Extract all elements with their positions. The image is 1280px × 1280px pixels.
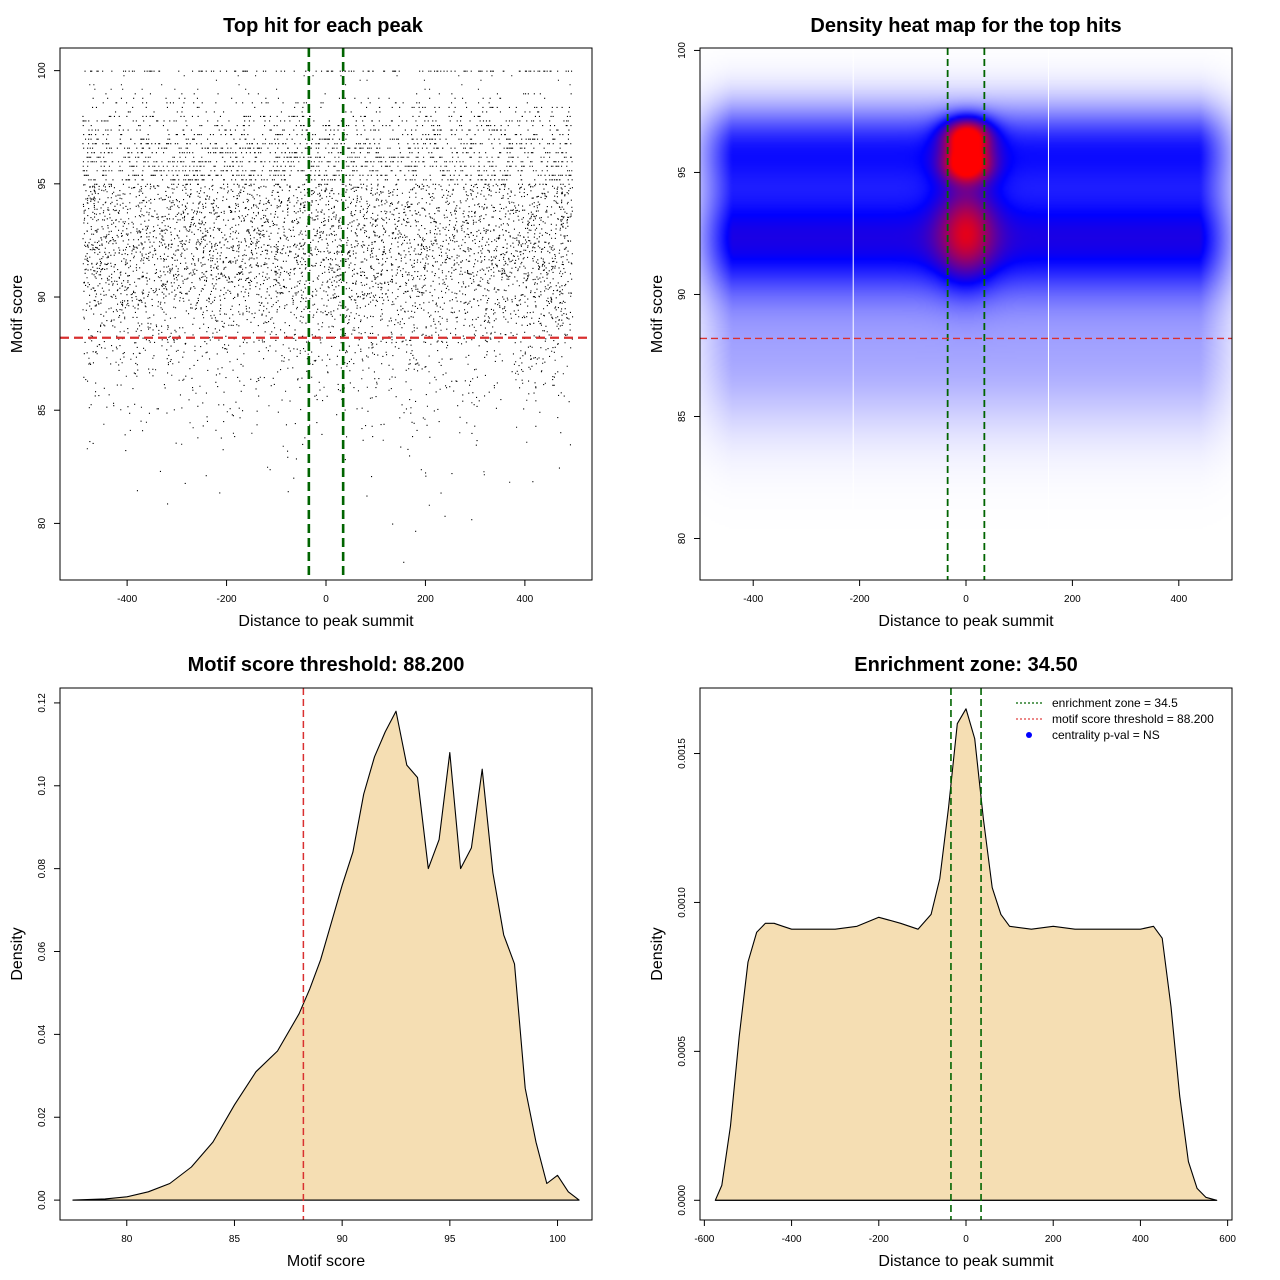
score-density-x-tick-label: 95 bbox=[444, 1234, 456, 1245]
score-density-x-tick-label: 85 bbox=[229, 1234, 241, 1245]
score-density-y-tick-label: 0.10 bbox=[37, 776, 48, 796]
score-density-panel: Motif score threshold: 88.200 80 85 90 95 10… bbox=[9, 654, 593, 1270]
score-density-y-tick-label: 0.04 bbox=[37, 1024, 48, 1044]
heatmap-x-label: Distance to peak summit bbox=[878, 613, 1054, 630]
distance-density-x-tick-label: -600 bbox=[694, 1234, 714, 1245]
distance-density-panel: Enrichment zone: 34.50 -600 -400 -200 0 200 4… bbox=[649, 654, 1236, 1270]
score-density-curve bbox=[72, 710, 580, 1201]
heatmap-y-tick-label: 85 bbox=[677, 410, 688, 422]
distance-density-y-tick-label: 0.0005 bbox=[677, 1036, 688, 1067]
scatter-x-tick-label: -200 bbox=[217, 594, 237, 605]
score-density-plot-frame bbox=[59, 687, 593, 1221]
heatmap-x-tick-label: 0 bbox=[963, 594, 969, 605]
heatmap-x-tick-label: 400 bbox=[1170, 594, 1187, 605]
score-density-x-tick-label: 80 bbox=[121, 1234, 133, 1245]
scatter-y-tick-label: 80 bbox=[37, 517, 48, 529]
legend: enrichment zone = 34.5 motif score thres… bbox=[1016, 696, 1214, 742]
score-density-curve-group bbox=[72, 688, 580, 1220]
scatter-panel: Top hit for each peak -400 -200 0 200 400 80 8… bbox=[9, 15, 593, 630]
heatmap-x-tick-label: -400 bbox=[743, 594, 763, 605]
scatter-x-tick-label: -400 bbox=[117, 594, 137, 605]
heatmap-title: Density heat map for the top hits bbox=[810, 15, 1121, 37]
scatter-y-tick-label: 90 bbox=[37, 291, 48, 303]
score-density-y-tick-label: 0.12 bbox=[37, 693, 48, 713]
score-density-x-tick-label: 100 bbox=[549, 1234, 566, 1245]
distance-density-x-tick-label: -200 bbox=[869, 1234, 889, 1245]
distance-density-y-tick-label: 0.0015 bbox=[677, 738, 688, 769]
scatter-y-tick-label: 100 bbox=[37, 62, 48, 79]
scatter-x-label: Distance to peak summit bbox=[238, 613, 414, 630]
legend-zone-label: enrichment zone = 34.5 bbox=[1052, 696, 1178, 710]
scatter-x-tick-label: 0 bbox=[323, 594, 329, 605]
score-density-y-tick-label: 0.02 bbox=[37, 1107, 48, 1127]
heatmap-y-label: Motif score bbox=[649, 275, 666, 353]
distance-density-x-tick-label: 400 bbox=[1132, 1234, 1149, 1245]
heatmap-x-tick-label: 200 bbox=[1064, 594, 1081, 605]
heatmap-y-tick-label: 80 bbox=[677, 533, 688, 545]
scatter-x-tick-label: 400 bbox=[517, 594, 534, 605]
legend-pval-point bbox=[1026, 732, 1032, 738]
score-density-y-tick-label: 0.00 bbox=[37, 1190, 48, 1210]
scatter-y-tick-label: 85 bbox=[37, 404, 48, 416]
heatmap-guide-lines bbox=[700, 48, 1232, 580]
heatmap-y-tick-label: 95 bbox=[677, 166, 688, 178]
scatter-guide-lines bbox=[60, 48, 592, 580]
distance-density-y-tick-label: 0.0000 bbox=[677, 1185, 688, 1216]
scatter-title: Top hit for each peak bbox=[223, 15, 424, 37]
scatter-y-tick-label: 95 bbox=[37, 178, 48, 190]
distance-density-x-label: Distance to peak summit bbox=[878, 1253, 1054, 1270]
distance-density-curve bbox=[714, 708, 1218, 1201]
score-density-x-label: Motif score bbox=[287, 1253, 365, 1270]
distance-density-y-tick-label: 0.0010 bbox=[677, 887, 688, 918]
heatmap-x-tick-label: -200 bbox=[850, 594, 870, 605]
heatmap-panel: Density heat map for the top hits -400 -2… bbox=[649, 15, 1233, 630]
distance-density-curve-group bbox=[714, 688, 1218, 1220]
legend-pval-label: centrality p-val = NS bbox=[1052, 728, 1160, 742]
heatmap-y-tick-label: 90 bbox=[677, 288, 688, 300]
scatter-plot-frame bbox=[59, 47, 593, 581]
score-density-y-tick-label: 0.08 bbox=[37, 858, 48, 878]
score-density-y-label: Density bbox=[9, 927, 26, 980]
scatter-axis-ticks: -400 -200 0 200 400 80 85 90 95 100 bbox=[37, 62, 534, 605]
heatmap-density-image bbox=[700, 48, 1232, 580]
distance-density-y-label: Density bbox=[649, 927, 666, 980]
scatter-point-cloud bbox=[82, 70, 574, 563]
score-density-title: Motif score threshold: 88.200 bbox=[188, 654, 465, 676]
scatter-x-tick-label: 200 bbox=[417, 594, 434, 605]
distance-density-x-tick-label: 600 bbox=[1219, 1234, 1236, 1245]
distance-density-x-tick-label: 200 bbox=[1045, 1234, 1062, 1245]
heatmap-y-tick-label: 100 bbox=[677, 42, 688, 59]
score-density-x-tick-label: 90 bbox=[337, 1234, 349, 1245]
distance-density-x-tick-label: -400 bbox=[782, 1234, 802, 1245]
scatter-y-label: Motif score bbox=[9, 275, 26, 353]
distance-density-x-tick-label: 0 bbox=[963, 1234, 969, 1245]
distance-density-axis-ticks: -600 -400 -200 0 200 400 600 0.0000 0.0005 0.0010… bbox=[677, 738, 1236, 1245]
legend-threshold-label: motif score threshold = 88.200 bbox=[1052, 712, 1214, 726]
score-density-axis-ticks: 80 85 90 95 100 0.00 0.02 0.04 0.06 0.08 0.10 0.12 bbox=[37, 693, 566, 1245]
scatter-points bbox=[82, 70, 574, 563]
distance-density-title: Enrichment zone: 34.50 bbox=[854, 654, 1077, 676]
score-density-y-tick-label: 0.06 bbox=[37, 941, 48, 961]
heatmap-axis-ticks: -400 -200 0 200 400 80 85 90 95 100 bbox=[677, 42, 1188, 605]
